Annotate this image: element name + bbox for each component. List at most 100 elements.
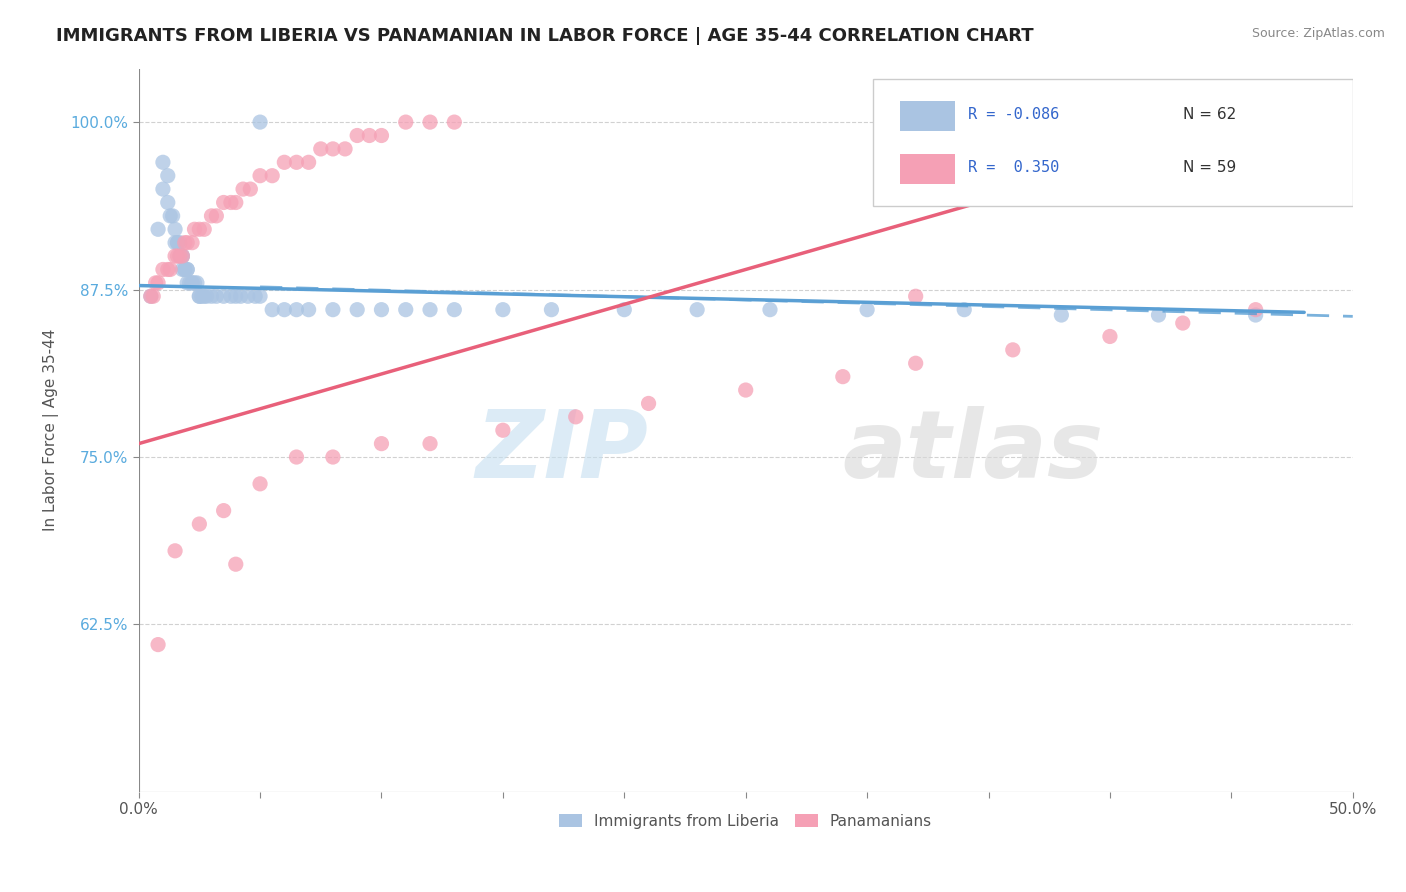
- Point: [492, 302, 515, 317]
- Point: [212, 195, 235, 210]
- Point: [166, 235, 188, 250]
- Point: [212, 503, 235, 517]
- Point: [166, 235, 188, 250]
- Point: [179, 276, 201, 290]
- Point: [395, 302, 418, 317]
- FancyBboxPatch shape: [900, 154, 955, 185]
- Point: [156, 195, 179, 210]
- Point: [370, 436, 392, 450]
- Point: [169, 249, 191, 263]
- Point: [172, 249, 194, 263]
- Point: [195, 289, 218, 303]
- Point: [225, 558, 247, 572]
- Text: R =  0.350: R = 0.350: [967, 161, 1059, 175]
- Point: [181, 276, 204, 290]
- Point: [229, 289, 252, 303]
- Point: [166, 249, 188, 263]
- Point: [152, 262, 174, 277]
- Point: [165, 235, 187, 250]
- Point: [298, 302, 321, 317]
- Point: [188, 222, 211, 236]
- Point: [176, 262, 198, 277]
- Point: [173, 262, 195, 277]
- Point: [156, 169, 179, 183]
- Point: [156, 262, 179, 277]
- Point: [146, 638, 169, 652]
- Point: [169, 235, 191, 250]
- Point: [205, 289, 228, 303]
- Point: [152, 182, 174, 196]
- Point: [181, 276, 204, 290]
- Point: [370, 302, 392, 317]
- Point: [176, 235, 198, 250]
- FancyBboxPatch shape: [900, 101, 955, 131]
- Text: ZIP: ZIP: [475, 406, 648, 498]
- Legend: Immigrants from Liberia, Panamanians: Immigrants from Liberia, Panamanians: [553, 807, 938, 835]
- Point: [953, 302, 976, 317]
- Point: [152, 155, 174, 169]
- Point: [492, 423, 515, 437]
- Point: [285, 450, 308, 464]
- Point: [225, 289, 247, 303]
- Point: [273, 302, 295, 317]
- Point: [249, 476, 271, 491]
- Point: [309, 142, 332, 156]
- Point: [245, 289, 267, 303]
- Point: [1244, 308, 1267, 322]
- Point: [183, 222, 205, 236]
- Point: [904, 289, 927, 303]
- Point: [176, 262, 198, 277]
- Text: Source: ZipAtlas.com: Source: ZipAtlas.com: [1251, 27, 1385, 40]
- Text: IMMIGRANTS FROM LIBERIA VS PANAMANIAN IN LABOR FORCE | AGE 35-44 CORRELATION CHA: IMMIGRANTS FROM LIBERIA VS PANAMANIAN IN…: [56, 27, 1033, 45]
- Point: [419, 115, 441, 129]
- Point: [856, 302, 879, 317]
- Point: [831, 369, 853, 384]
- Point: [359, 128, 381, 143]
- Point: [637, 396, 659, 410]
- Point: [419, 436, 441, 450]
- Point: [232, 182, 254, 196]
- Point: [346, 302, 368, 317]
- Point: [200, 209, 222, 223]
- Point: [146, 222, 169, 236]
- Point: [193, 289, 215, 303]
- Point: [239, 182, 262, 196]
- Point: [249, 115, 271, 129]
- Point: [540, 302, 562, 317]
- Point: [142, 289, 165, 303]
- Point: [443, 115, 465, 129]
- Point: [236, 289, 259, 303]
- Point: [419, 302, 441, 317]
- Point: [1244, 302, 1267, 317]
- Point: [172, 249, 194, 263]
- Point: [162, 209, 184, 223]
- Point: [159, 262, 181, 277]
- Point: [165, 249, 187, 263]
- Point: [172, 249, 194, 263]
- FancyBboxPatch shape: [873, 79, 1353, 206]
- Point: [165, 222, 187, 236]
- Point: [212, 289, 235, 303]
- Point: [322, 450, 344, 464]
- Point: [249, 169, 271, 183]
- Point: [139, 289, 162, 303]
- Point: [159, 209, 181, 223]
- Point: [273, 155, 295, 169]
- Point: [225, 195, 247, 210]
- Point: [186, 276, 208, 290]
- Point: [219, 289, 242, 303]
- Point: [333, 142, 356, 156]
- Point: [173, 262, 195, 277]
- Point: [1050, 308, 1073, 322]
- Point: [734, 383, 756, 397]
- Text: N = 62: N = 62: [1182, 107, 1236, 121]
- Point: [205, 209, 228, 223]
- Point: [346, 128, 368, 143]
- Point: [188, 516, 211, 531]
- Point: [1001, 343, 1024, 357]
- Point: [176, 276, 198, 290]
- Point: [262, 169, 284, 183]
- Point: [139, 289, 162, 303]
- Point: [1098, 329, 1121, 343]
- Point: [370, 128, 392, 143]
